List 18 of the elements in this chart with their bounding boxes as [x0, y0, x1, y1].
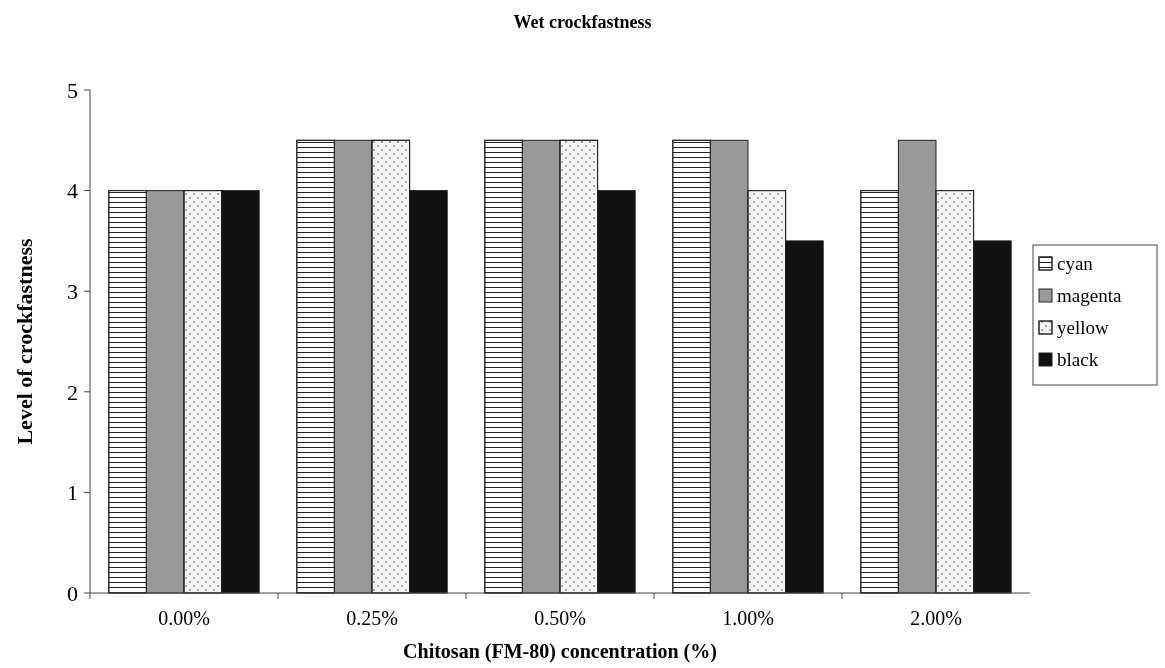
legend-label: cyan: [1057, 252, 1094, 274]
x-axis-title: Chitosan (FM-80) concentration (%): [403, 640, 717, 663]
y-tick-label: 1: [67, 480, 78, 506]
legend-label: yellow: [1057, 316, 1109, 338]
x-tick-label: 0.00%: [158, 607, 210, 629]
x-tick-label: 1.00%: [722, 607, 774, 629]
x-tick-label: 0.50%: [534, 607, 586, 629]
legend-label: magenta: [1057, 284, 1122, 306]
chart-title: Wet crockfastness: [513, 12, 652, 32]
y-tick-label: 0: [67, 580, 78, 606]
y-tick-label: 3: [67, 278, 78, 304]
x-tick-label: 2.00%: [910, 607, 962, 629]
y-axis-title: Level of crockfastness: [12, 238, 37, 445]
legend-label: black: [1057, 348, 1099, 370]
y-tick-label: 4: [67, 178, 78, 204]
y-tick-label: 5: [67, 77, 78, 103]
y-tick-label: 2: [67, 379, 78, 405]
x-tick-label: 0.25%: [346, 607, 398, 629]
